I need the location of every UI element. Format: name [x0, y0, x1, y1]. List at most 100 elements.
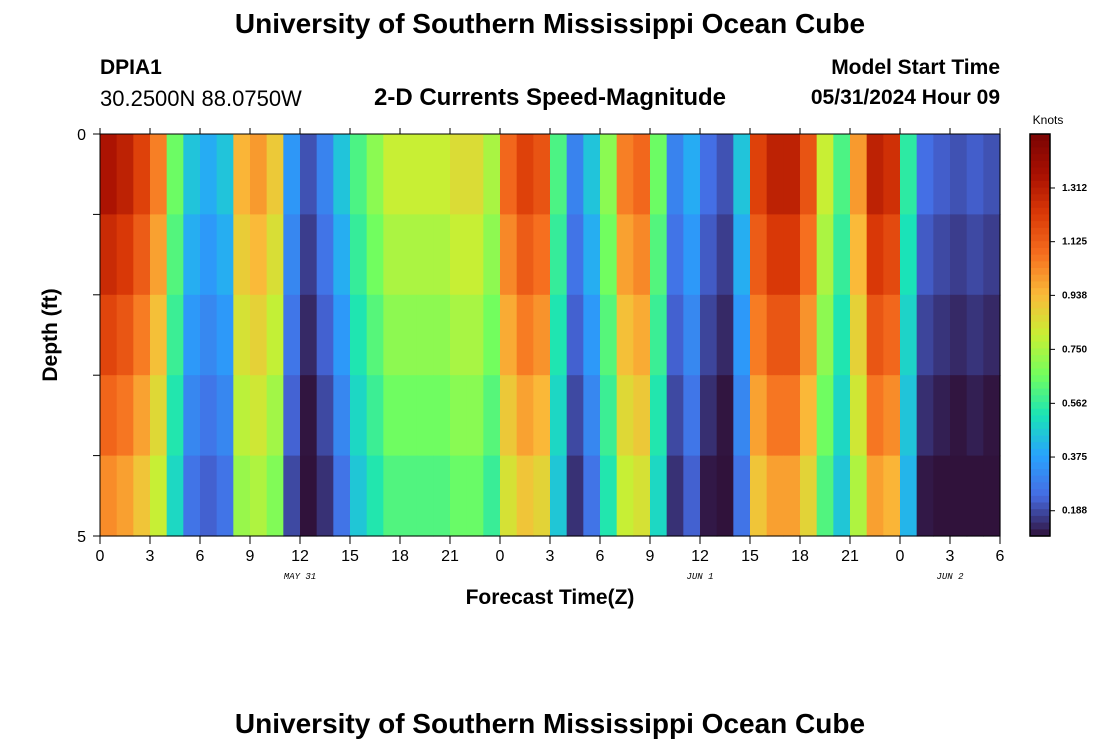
x-tick-label: 3 [946, 548, 955, 565]
heatmap-cell [783, 294, 801, 376]
heatmap-cell [716, 375, 734, 457]
heatmap-cell [866, 214, 884, 296]
heatmap-cell [583, 134, 601, 215]
heatmap-cell [633, 455, 651, 537]
heatmap-cell [200, 455, 218, 537]
heatmap-cell [600, 214, 618, 296]
colorbar-tick-label: 0.938 [1062, 290, 1087, 301]
heatmap-cell [833, 294, 851, 376]
heatmap-cell [766, 134, 784, 215]
footer-title: University of Southern Mississippi Ocean… [234, 708, 866, 739]
colorbar-segment [1030, 522, 1050, 530]
heatmap-cell [583, 294, 601, 376]
colorbar-segment [1030, 462, 1050, 470]
heatmap-cell [516, 375, 534, 457]
heatmap-cell [866, 375, 884, 457]
heatmap-cell [500, 134, 518, 215]
heatmap-cell [700, 455, 718, 537]
colorbar-segment [1030, 475, 1050, 483]
heatmap-cell [416, 455, 434, 537]
model-start-label: Model Start Time [831, 56, 1000, 79]
heatmap-cell [366, 134, 384, 215]
heatmap-cell [166, 375, 184, 457]
heatmap-cell [283, 375, 301, 457]
heatmap-cell [316, 214, 334, 296]
heatmap-cell [216, 134, 234, 215]
heatmap-cell [700, 134, 718, 215]
colorbar-segment [1030, 314, 1050, 323]
x-tick-label: 18 [391, 548, 409, 565]
heatmap-cell [300, 214, 318, 296]
heatmap-cell [100, 294, 118, 376]
colorbar-segment [1030, 328, 1050, 336]
heatmap-cell [116, 375, 134, 457]
colorbar-segment [1030, 321, 1050, 329]
heatmap-cell [133, 455, 151, 537]
heatmap-cell [150, 375, 168, 457]
x-axis: 0 3 6 9 12 15 18 21 0 3 6 9 12 15 18 21 0 3 6 MAY 31 JUN 1 JU… [96, 128, 1005, 582]
heatmap-cell [633, 214, 651, 296]
x-tick-label: 12 [291, 548, 309, 565]
heatmap-cell [850, 294, 868, 376]
heatmap-cell [716, 455, 734, 537]
heatmap [100, 134, 1001, 537]
colorbar-segment [1030, 375, 1050, 383]
heatmap-cell [383, 455, 401, 537]
heatmap-cell [883, 294, 901, 376]
heatmap-cell [483, 375, 501, 457]
heatmap-cell [483, 294, 501, 376]
colorbar-segment [1030, 335, 1050, 343]
heatmap-cell [533, 214, 551, 296]
heatmap-cell [466, 375, 484, 457]
heatmap-cell [616, 455, 634, 537]
heatmap-cell [850, 455, 868, 537]
heatmap-cell [483, 455, 501, 537]
heatmap-cell [133, 294, 151, 376]
heatmap-cell [666, 294, 684, 376]
heatmap-cell [383, 134, 401, 215]
heatmap-cell [450, 134, 468, 215]
heatmap-cell [533, 134, 551, 215]
heatmap-cell [883, 455, 901, 537]
heatmap-cell [633, 375, 651, 457]
heatmap-cell [933, 294, 951, 376]
heatmap-cell [250, 134, 268, 215]
heatmap-cell [766, 455, 784, 537]
colorbar-segment [1030, 408, 1050, 416]
heatmap-cell [916, 455, 934, 537]
heatmap-cell [183, 134, 201, 215]
colorbar-segment [1030, 489, 1050, 497]
heatmap-cell [766, 214, 784, 296]
heatmap-cell [683, 294, 701, 376]
day-label: MAY 31 [284, 572, 316, 582]
colorbar-segment [1030, 234, 1050, 242]
heatmap-cell [416, 214, 434, 296]
heatmap-cell [800, 214, 818, 296]
heatmap-cell [966, 375, 984, 457]
heatmap-cell [900, 375, 918, 457]
colorbar-segment [1030, 154, 1050, 162]
heatmap-cell [466, 134, 484, 215]
heatmap-cell [950, 134, 968, 215]
heatmap-cell [466, 455, 484, 537]
heatmap-cell [983, 294, 1001, 376]
heatmap-cell [966, 214, 984, 296]
x-tick-label: 6 [596, 548, 605, 565]
colorbar-segment [1030, 395, 1050, 403]
heatmap-cell [950, 455, 968, 537]
heatmap-cell [783, 214, 801, 296]
heatmap-cell [366, 455, 384, 537]
heatmap-cell [516, 214, 534, 296]
heatmap-cell [216, 294, 234, 376]
heatmap-cell [566, 134, 584, 215]
colorbar-segment [1030, 415, 1050, 423]
heatmap-cell [616, 294, 634, 376]
heatmap-cell [783, 375, 801, 457]
heatmap-cell [750, 375, 768, 457]
heatmap-cell [900, 214, 918, 296]
heatmap-cell [866, 134, 884, 215]
heatmap-cell [733, 134, 751, 215]
heatmap-cell [650, 455, 668, 537]
colorbar-segment [1030, 254, 1050, 262]
colorbar-segment [1030, 448, 1050, 457]
